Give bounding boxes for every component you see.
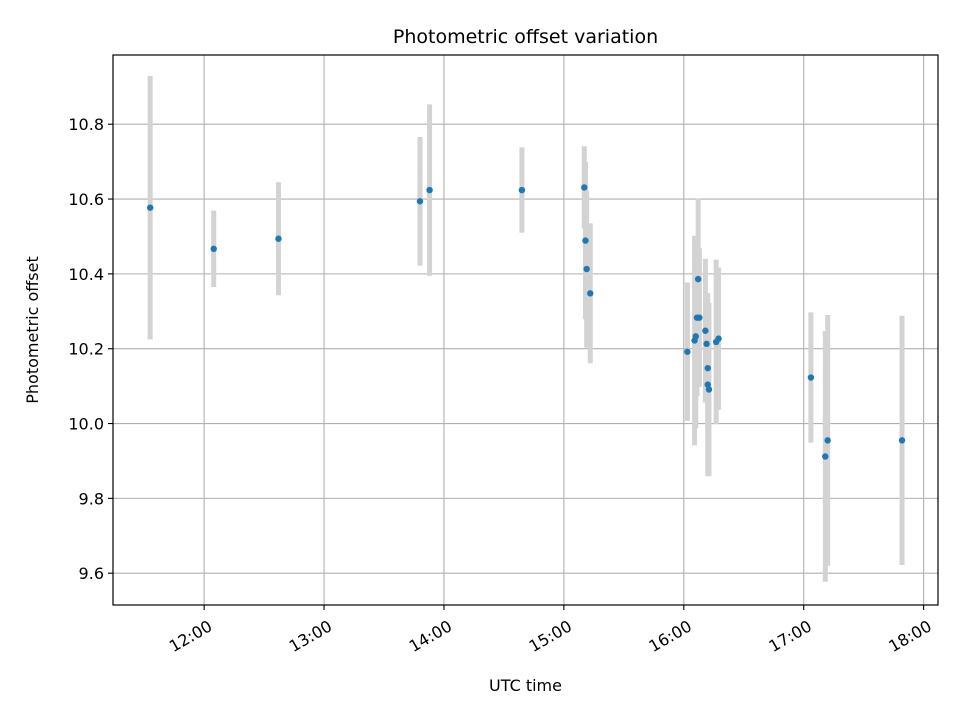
- data-point: [702, 327, 709, 334]
- data-point: [692, 333, 699, 340]
- data-point: [587, 290, 594, 297]
- data-point: [518, 186, 526, 194]
- data-point: [694, 275, 702, 283]
- y-tick-label: 9.8: [79, 489, 104, 508]
- y-tick-label: 10.2: [68, 340, 104, 359]
- data-point: [275, 235, 282, 242]
- chart-title: Photometric offset variation: [393, 26, 658, 48]
- data-point: [704, 381, 711, 388]
- x-axis-title: UTC time: [489, 676, 562, 695]
- y-tick-label: 10.0: [68, 415, 104, 434]
- y-axis-title: Photometric offset: [23, 256, 42, 404]
- data-point: [146, 204, 154, 211]
- data-point: [426, 186, 433, 194]
- data-point: [715, 335, 722, 342]
- data-point: [704, 364, 711, 372]
- plot-frame: [112, 54, 939, 606]
- data-point: [582, 237, 589, 244]
- y-tick-label: 9.6: [79, 564, 104, 583]
- data-point: [583, 265, 590, 273]
- y-tick-label: 10.4: [68, 265, 104, 284]
- y-tick-label: 10.6: [68, 190, 104, 209]
- data-point: [824, 437, 831, 444]
- data-point: [703, 340, 710, 348]
- data-point: [684, 348, 691, 355]
- y-tick-label: 10.8: [68, 115, 104, 134]
- grid: [113, 55, 938, 605]
- data-points: [146, 184, 906, 460]
- data-point: [705, 386, 713, 393]
- data-point: [807, 374, 815, 381]
- data-point: [898, 437, 906, 444]
- data-point: [696, 314, 703, 321]
- data-point: [416, 198, 424, 205]
- data-point: [210, 245, 217, 253]
- data-point: [822, 453, 829, 460]
- data-point: [581, 184, 588, 191]
